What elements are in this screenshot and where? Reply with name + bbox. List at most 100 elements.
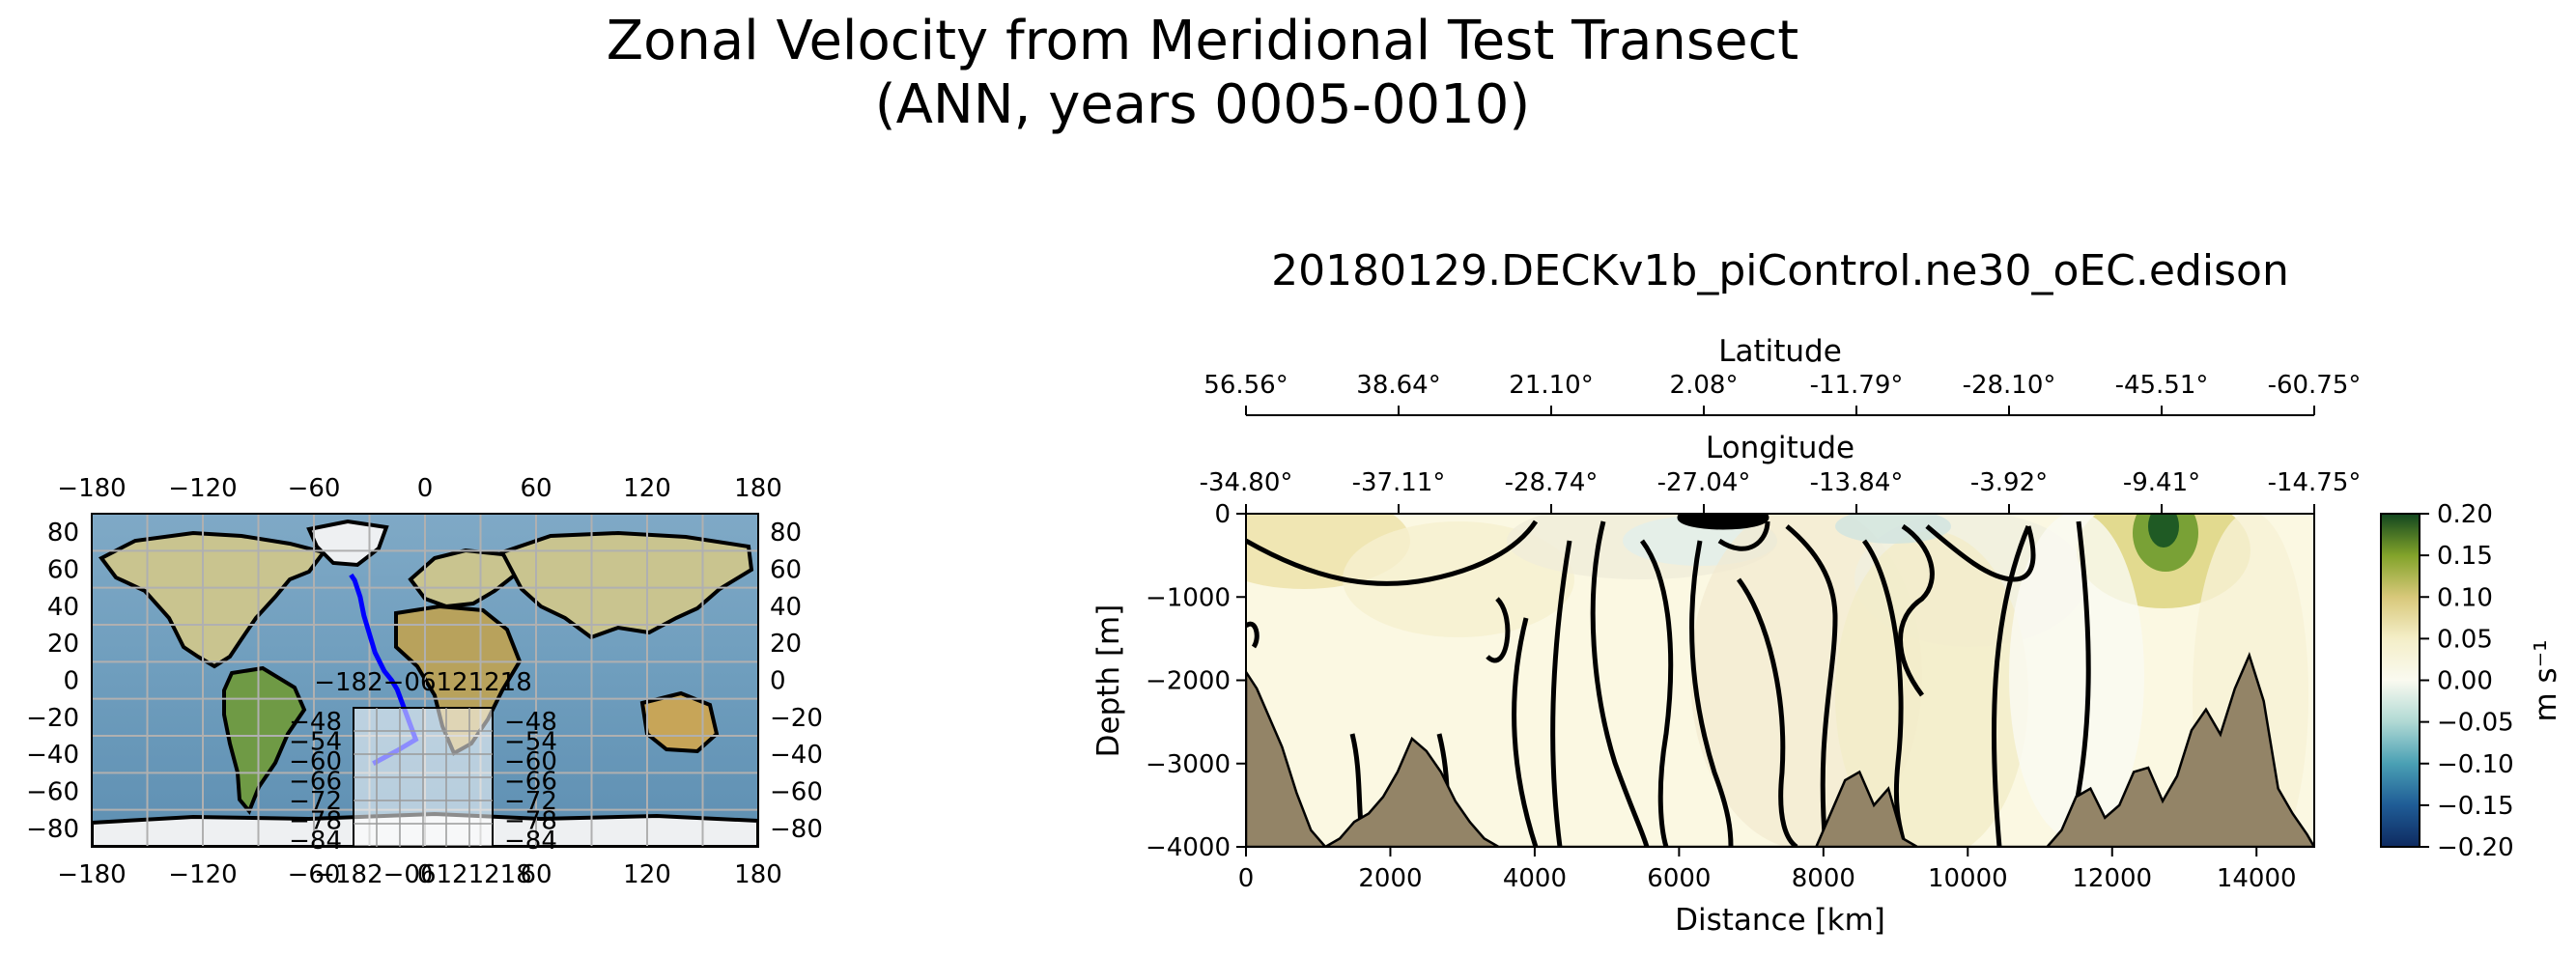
colorbar-tick: 0.05	[2437, 625, 2493, 654]
map-right-lat-tick: 40	[770, 593, 802, 622]
distance-tick: 8000	[1792, 864, 1855, 893]
latitude-tick: 21.10°	[1509, 371, 1593, 400]
longitude-axis-label: Longitude	[1706, 431, 1854, 465]
velocity-blob-12	[2009, 514, 2144, 840]
map-right-lat-tick: −80	[770, 815, 823, 844]
map-right-lat-tick: 20	[770, 630, 802, 659]
inset-left-lat-tick: −48	[289, 708, 342, 737]
latitude-ticks: 56.56° 38.64° 21.10° 2.08° -11.79° -28.10° -45…	[1203, 371, 2361, 415]
latitude-axis-label: Latitude	[1718, 334, 1842, 369]
figure-title: Zonal Velocity from Meridional Test Tran…	[0, 10, 2405, 137]
zero-contour-6	[1689, 540, 1734, 847]
distance-axis-label: Distance [km]	[1675, 903, 1885, 938]
inset-top-ticks: −182−06121218	[314, 668, 532, 697]
inset-left-lat-ticks: −48−54−60−66−72−78−84	[289, 708, 342, 856]
colorbar-tick: 0.10	[2437, 583, 2493, 612]
inset-right-lat-tick: −66	[504, 768, 557, 797]
map-left-lat-tick: −80	[26, 815, 79, 844]
zero-contour-13	[1991, 525, 2031, 847]
velocity-blob-8	[1835, 514, 1951, 544]
inset-bottom-ticks: −182−06121218	[314, 860, 532, 889]
inset-left-lat-tick: −84	[289, 827, 342, 856]
inset-right-lat-tick: −54	[504, 728, 557, 757]
colorbar-label: m s⁻¹	[2529, 640, 2563, 722]
colorbar-ticks: 0.20 0.15 0.10 0.05 0.00 −0.05 −0.10 −0.15 −0.20	[2420, 500, 2514, 862]
latitude-tick: -60.75°	[2268, 371, 2362, 400]
colorbar-tick: 0.15	[2437, 542, 2493, 571]
map-top-lon-tick: −180	[57, 474, 126, 503]
colorbar-tick: −0.15	[2437, 792, 2514, 821]
distance-tick: 12000	[2072, 864, 2152, 893]
inset-right-lat-tick: −60	[504, 747, 557, 776]
map-left-lat-tick: −20	[26, 704, 79, 733]
inset-right-lat-tick: −78	[504, 807, 557, 836]
colorbar-tick: 0.00	[2437, 667, 2493, 696]
longitude-tick: -9.41°	[2123, 468, 2200, 497]
longitude-tick: -27.04°	[1657, 468, 1751, 497]
figure-title-line2: (ANN, years 0005-0010)	[874, 73, 1531, 136]
depth-tick: −4000	[1146, 833, 1231, 862]
inset-left-lat-tick: −72	[289, 787, 342, 816]
inset-right-lat-ticks: −48−54−60−66−72−78−84	[504, 708, 557, 856]
distance-tick: 2000	[1358, 864, 1422, 893]
latitude-tick: 38.64°	[1356, 371, 1440, 400]
distance-ticks: 0 2000 4000 6000 8000 10000 12000 14000	[1238, 847, 2297, 893]
map-top-lon-tick: 60	[520, 474, 552, 503]
section-title: 20180129.DECKv1b_piControl.ne30_oEC.edis…	[1271, 246, 2289, 295]
map-right-lat-tick: −60	[770, 778, 823, 807]
map-bottom-lon-tick: 120	[623, 860, 671, 889]
depth-tick: −3000	[1146, 750, 1231, 779]
distance-tick: 0	[1238, 864, 1255, 893]
surface-contour-blob	[1677, 514, 1769, 530]
depth-tick: −2000	[1146, 667, 1231, 696]
inset-left-lat-tick: −54	[289, 728, 342, 757]
map-top-lon-tick: 0	[417, 474, 434, 503]
inset-left-lat-tick: −78	[289, 807, 342, 836]
colorbar	[2380, 513, 2420, 848]
map-bottom-lon-tick: 180	[734, 860, 782, 889]
velocity-blob-7	[1835, 531, 2028, 847]
longitude-tick: -14.75°	[2268, 468, 2362, 497]
zero-contour-8	[1736, 577, 1798, 847]
map-left-lat-tick: −40	[26, 741, 79, 770]
zero-contour-9	[1785, 524, 1838, 847]
inset-right-lat-tick: −72	[504, 787, 557, 816]
longitude-tick: -37.11°	[1352, 468, 1446, 497]
map-right-lat-tick: −20	[770, 704, 823, 733]
map-left-lat-tick: 80	[47, 519, 79, 548]
longitude-ticks: -34.80° -37.11° -28.74° -27.04° -13.84° -3.92…	[1200, 468, 2362, 514]
zero-contour-1	[1246, 520, 1539, 586]
zero-contour-12	[1925, 524, 2036, 582]
latitude-tick: -45.51°	[2115, 371, 2209, 400]
zero-contour-5	[1639, 539, 1674, 847]
zero-contour-3	[1550, 540, 1572, 847]
zero-contour-11	[1898, 523, 1935, 697]
distance-tick: 10000	[1928, 864, 2008, 893]
map-left-lat-tick: −60	[26, 778, 79, 807]
depth-tick: −1000	[1146, 583, 1231, 612]
distance-tick: 14000	[2217, 864, 2297, 893]
latitude-tick: -28.10°	[1963, 371, 2056, 400]
longitude-tick: -34.80°	[1200, 468, 1293, 497]
colorbar-tick: −0.05	[2437, 709, 2514, 738]
colorbar-tick: −0.20	[2437, 833, 2514, 862]
velocity-blob-11	[2148, 514, 2179, 548]
land-greenland	[306, 519, 389, 568]
colorbar-tick: 0.20	[2437, 500, 2493, 529]
map-bottom-lon-tick: 0	[417, 860, 434, 889]
zero-contour-4	[1590, 520, 1650, 847]
map-bottom-lon-tick: −60	[288, 860, 341, 889]
map-right-lat-tick: 80	[770, 519, 802, 548]
colorbar-tick: −0.10	[2437, 750, 2514, 779]
map-left-lat-tick: 0	[63, 667, 79, 696]
land-north-america	[98, 530, 327, 669]
depth-tick: 0	[1214, 500, 1231, 529]
figure-title-line1: Zonal Velocity from Meridional Test Tran…	[606, 10, 1799, 72]
map-left-lat-tick: 20	[47, 630, 79, 659]
longitude-tick: -3.92°	[1970, 468, 2048, 497]
map-top-lon-tick: 120	[623, 474, 671, 503]
map-left-lat-ticks: 80 60 40 20 0 −20 −40 −60 −80	[26, 519, 79, 844]
map-bottom-lon-tick: −180	[57, 860, 126, 889]
land-europe	[408, 548, 525, 609]
section-panel: 20180129.DECKv1b_piControl.ne30_oEC.edis…	[1091, 246, 2563, 938]
